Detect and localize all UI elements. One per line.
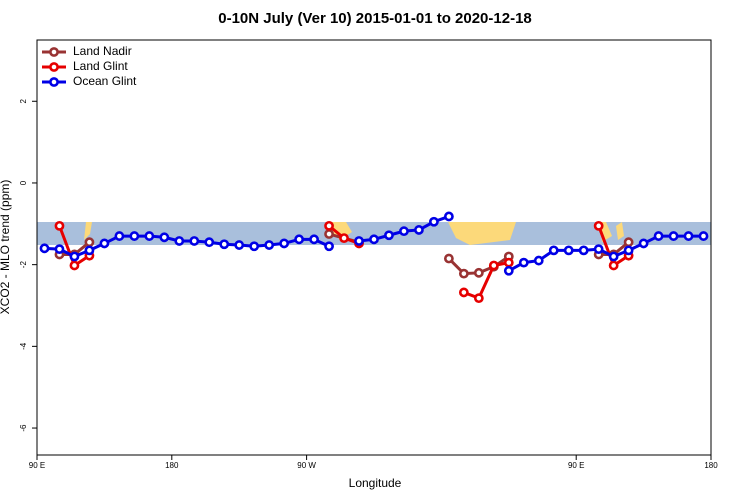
data-point [129,231,140,241]
data-point [443,211,454,222]
data-point [429,216,439,227]
legend-label: Land Nadir [73,44,132,58]
data-point [369,234,379,245]
data-point [563,245,574,256]
x-axis-label: Longitude [349,476,402,490]
data-point [219,239,230,250]
data-point [324,229,334,239]
land-patch [84,222,92,240]
data-point [623,237,634,248]
data-point [249,241,260,252]
y-tick-label: -4 [19,342,28,350]
y-axis-label: XCO2 - MLO trend (ppm) [0,180,12,315]
data-point [84,237,95,248]
y-tick-label: -6 [19,424,28,432]
data-point [503,257,514,268]
legend-marker [49,77,59,87]
data-point [69,251,80,262]
data-point [533,255,544,266]
legend-marker [49,47,59,57]
x-tick-label: 180 [704,461,718,470]
data-point [638,238,649,249]
data-point [84,245,95,256]
plot-frame [36,39,712,456]
data-point [458,287,469,298]
chart-title: 0-10N July (Ver 10) 2015-01-01 to 2020-1… [218,10,532,27]
data-point [324,220,334,231]
data-point [578,245,589,256]
data-point [114,231,125,241]
data-point [159,232,170,243]
data-point [623,245,634,256]
data-point [683,231,694,241]
data-point [294,234,305,245]
data-point [189,236,200,246]
legend-label: Ocean Glint [73,74,137,88]
legend-marker [49,62,59,72]
data-point [384,230,394,241]
x-tick-label: 90 E [568,461,584,470]
data-point [593,244,604,255]
data-point [668,231,679,241]
data-point [473,293,484,304]
data-point [488,260,499,271]
data-point [144,231,155,241]
data-point [503,265,514,276]
data-point [69,260,80,271]
data-point [608,260,619,271]
data-point [653,231,664,241]
data-point [354,236,364,246]
land-patch [616,222,624,240]
data-point [204,237,215,248]
data-point [99,238,110,249]
data-point [54,244,65,255]
data-point [39,243,50,254]
data-point [443,253,454,264]
y-tick-label: 0 [19,180,28,185]
data-point [54,220,65,231]
data-point [339,233,349,244]
data-point [608,251,619,262]
data-point [458,268,469,279]
data-point [279,238,290,249]
x-tick-label: 90 E [29,461,45,470]
data-point [698,231,709,241]
data-point [264,240,275,250]
x-tick-label: 180 [165,461,179,470]
land-patch [448,222,516,245]
data-point [399,226,409,237]
legend-label: Land Glint [73,59,128,73]
data-point [473,267,484,278]
data-point [309,234,319,245]
data-point [234,240,245,250]
data-point [414,225,424,235]
data-point [174,236,185,246]
data-point [324,241,334,252]
data-point [548,245,559,256]
y-tick-label: -2 [19,261,28,269]
data-point [518,257,529,268]
data-point [593,220,604,231]
x-tick-label: 90 W [297,461,316,470]
y-tick-label: 2 [19,98,28,103]
